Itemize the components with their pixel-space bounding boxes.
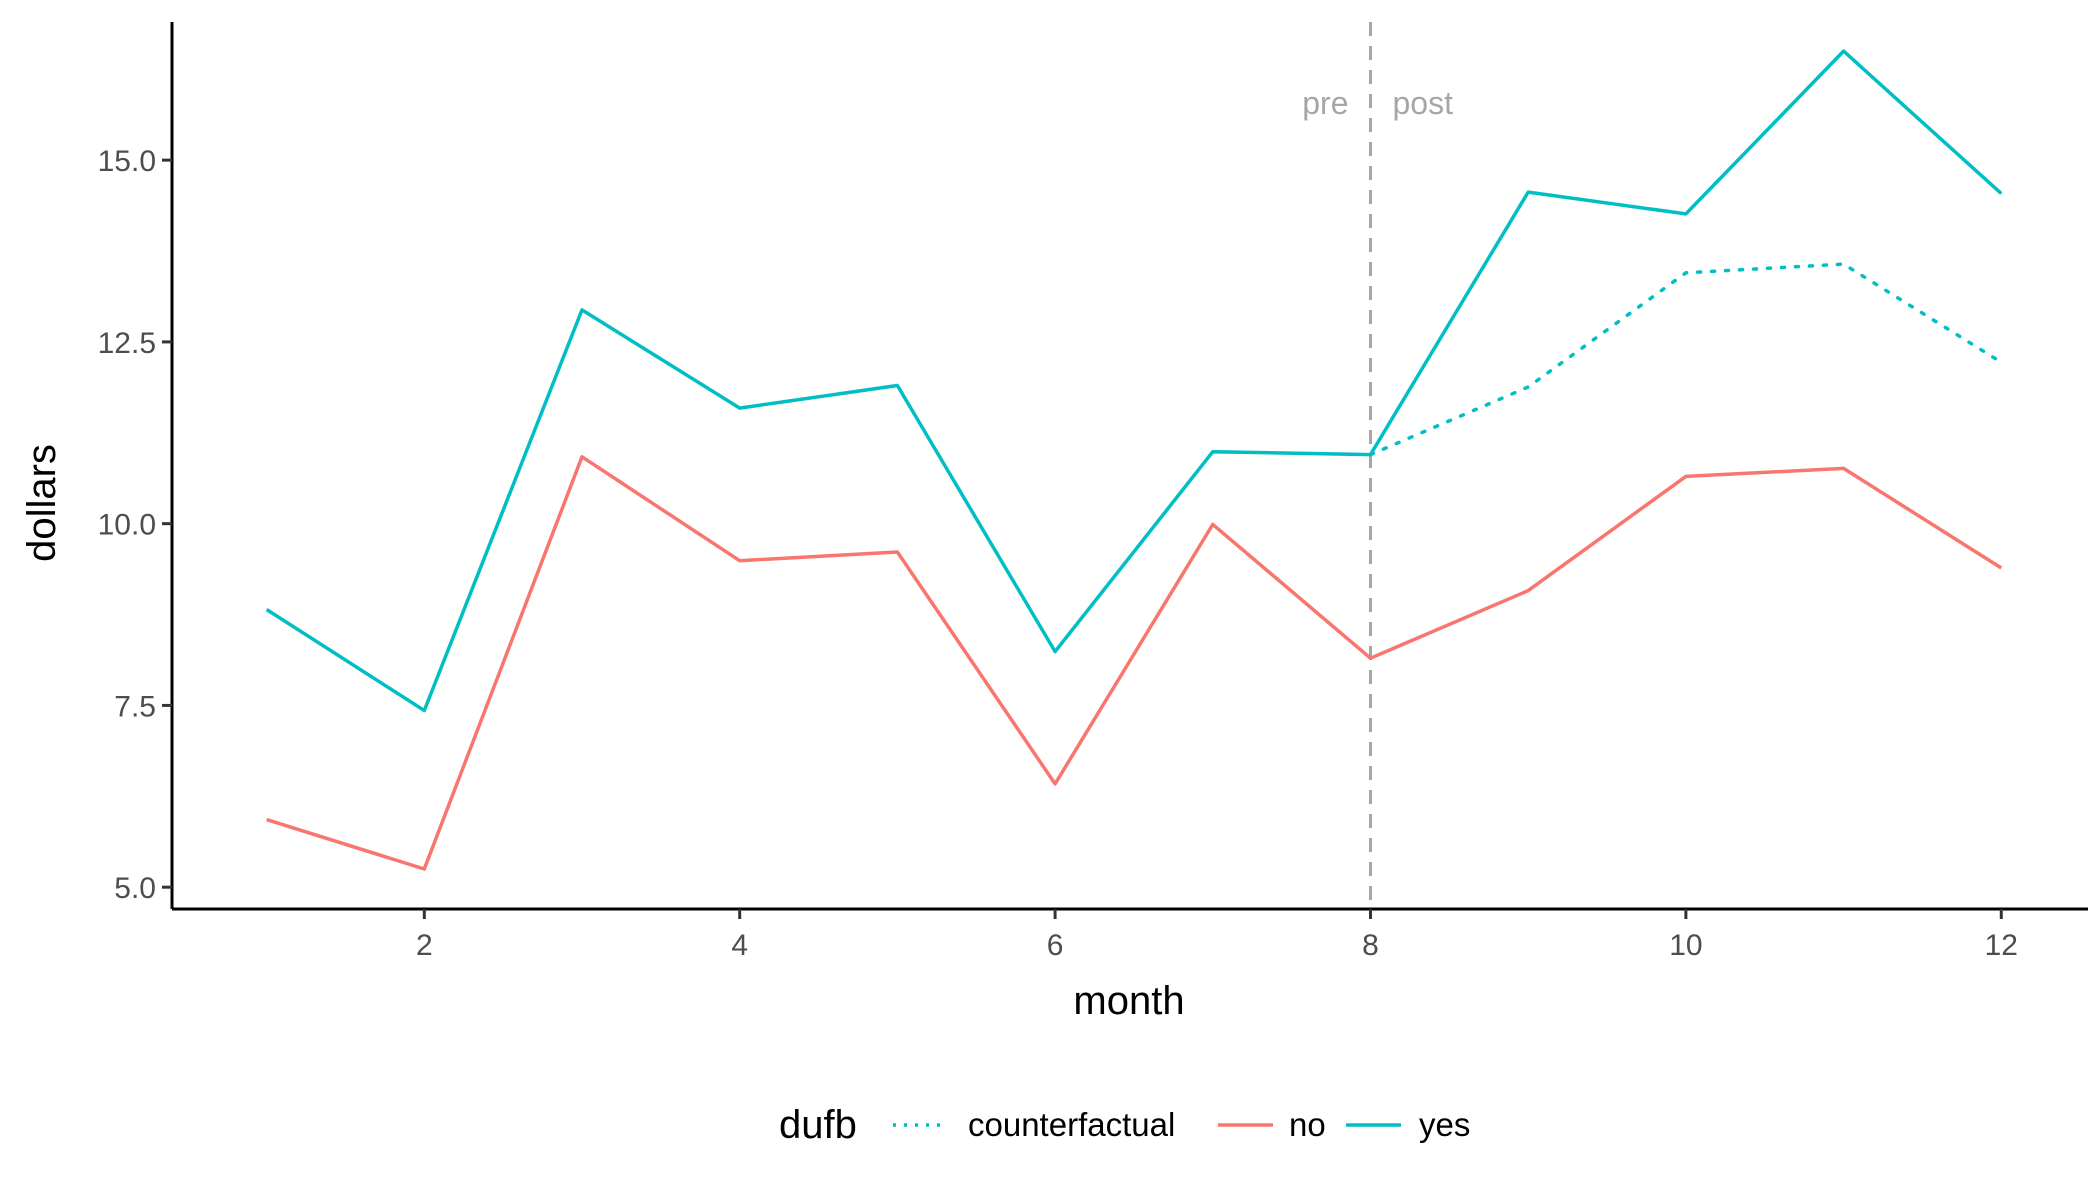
x-axis-title: month bbox=[1073, 979, 1184, 1023]
x-tick-label: 2 bbox=[416, 929, 433, 962]
y-tick-label: 12.5 bbox=[98, 327, 156, 360]
x-tick-label: 6 bbox=[1047, 929, 1064, 962]
legend-label-yes: yes bbox=[1419, 1106, 1470, 1143]
y-tick-label: 7.5 bbox=[114, 690, 156, 723]
series-line-yes bbox=[265, 49, 2003, 713]
y-tick-label: 10.0 bbox=[98, 509, 156, 542]
plot-area: pre post bbox=[265, 22, 2004, 909]
series-line-counterfactual bbox=[1368, 262, 2004, 457]
x-tick-label: 4 bbox=[731, 929, 748, 962]
series-line-no bbox=[266, 455, 2003, 871]
annotation-pre: pre bbox=[1302, 85, 1348, 121]
x-tick-label: 8 bbox=[1362, 929, 1379, 962]
x-tick-label: 10 bbox=[1669, 929, 1702, 962]
annotation-post: post bbox=[1392, 85, 1453, 121]
legend: dufb counterfactual no yes bbox=[779, 1103, 1470, 1147]
legend-label-counterfactual: counterfactual bbox=[968, 1106, 1175, 1143]
legend-label-no: no bbox=[1289, 1106, 1326, 1143]
y-tick-label: 5.0 bbox=[114, 872, 156, 905]
axes: 5.0 7.5 10.0 12.5 15.0 2 4 6 8 10 12 bbox=[98, 22, 2088, 962]
legend-title: dufb bbox=[779, 1103, 857, 1147]
y-axis-title: dollars bbox=[20, 444, 64, 562]
y-tick-label: 15.0 bbox=[98, 145, 156, 178]
x-tick-label: 12 bbox=[1985, 929, 2018, 962]
